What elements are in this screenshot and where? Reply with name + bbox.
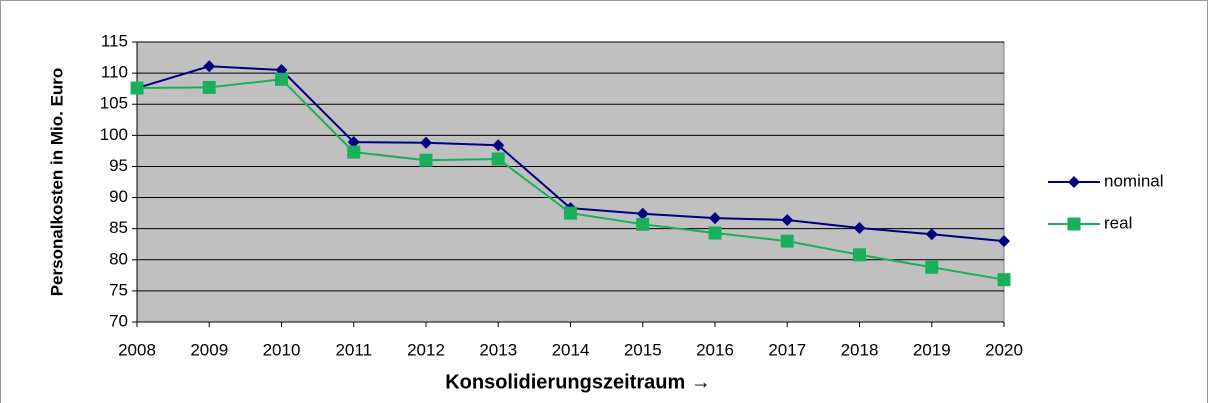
data-point [997, 273, 1011, 287]
data-point [636, 217, 650, 231]
y-tick-label: 90 [109, 187, 128, 206]
data-point [564, 206, 577, 220]
data-point [491, 152, 505, 166]
x-tick-label: 2015 [624, 340, 662, 359]
legend-marker [1067, 217, 1081, 231]
x-tick-label: 2009 [190, 340, 228, 359]
x-tick-label: 2018 [841, 340, 879, 359]
data-point [780, 234, 794, 248]
y-tick-label: 85 [109, 218, 128, 237]
data-point [275, 72, 288, 86]
plot-area [136, 41, 1005, 323]
x-tick-label: 2020 [985, 340, 1023, 359]
y-tick-label: 80 [109, 249, 128, 268]
x-tick-label: 2011 [335, 340, 372, 359]
data-point [420, 136, 432, 149]
x-tick-label: 2008 [118, 340, 156, 359]
x-tick-label: 2013 [479, 340, 517, 359]
data-point [853, 248, 866, 262]
legend-marker [1068, 176, 1080, 188]
data-point [492, 139, 505, 152]
data-point [709, 212, 721, 225]
x-tick-label: 2016 [696, 340, 734, 359]
data-point [419, 153, 433, 167]
legend-label: real [1104, 213, 1132, 232]
x-tick-label: 2010 [263, 340, 301, 359]
y-tick-label: 100 [100, 125, 128, 144]
y-tick-label: 110 [101, 63, 128, 82]
data-point [203, 60, 216, 73]
data-point [202, 80, 216, 94]
y-axis-label: Personalkosten in Mio. Euro [47, 68, 66, 297]
data-point [636, 207, 649, 220]
data-point [781, 213, 794, 226]
data-point [925, 260, 939, 274]
x-tick-label: 2017 [768, 340, 806, 359]
data-point [347, 145, 361, 159]
data-point [130, 81, 144, 95]
x-axis-label: Konsolidierungszeitraum → [445, 371, 711, 393]
data-point [347, 136, 360, 149]
y-tick-label: 105 [100, 94, 128, 113]
x-tick-label: 2019 [913, 340, 951, 359]
data-point [853, 222, 866, 235]
x-tick-label: 2012 [407, 340, 445, 359]
legend-label: nominal [1104, 171, 1164, 190]
y-tick-label: 115 [101, 31, 128, 50]
data-point [708, 226, 722, 240]
y-tick-label: 75 [109, 280, 128, 299]
y-tick-label: 95 [109, 156, 128, 175]
y-tick-label: 70 [109, 311, 128, 330]
x-tick-label: 2014 [552, 340, 590, 359]
data-point [998, 235, 1010, 248]
data-point [925, 228, 938, 241]
